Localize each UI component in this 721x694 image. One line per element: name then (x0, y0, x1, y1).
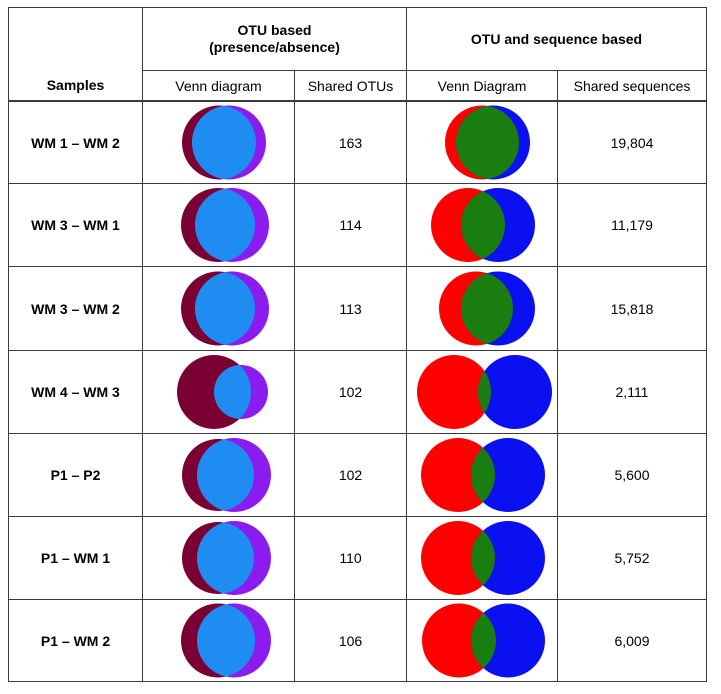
shared-otus-value: 113 (339, 300, 362, 317)
otu-venn-diagram (182, 105, 266, 180)
column-header-venn-diagram-seq: Venn Diagram (437, 77, 527, 94)
shared-otus-value: 102 (338, 384, 363, 400)
sample-pair-label: P1 – WM 2 (40, 632, 111, 649)
shared-otus-value: 106 (338, 632, 363, 649)
sample-pair-label: P1 – WM 1 (40, 550, 111, 566)
venn-overlap (214, 365, 251, 419)
shared-otus-value: 110 (339, 550, 362, 566)
row-divider (8, 433, 707, 434)
column-header-venn-diagram: Venn diagram (175, 77, 262, 94)
sequence-venn-diagram (445, 105, 530, 180)
otu-venn-diagram (182, 438, 271, 512)
sequence-venn-diagram (439, 271, 535, 346)
sample-pair-label: WM 4 – WM 3 (31, 384, 120, 400)
shared-sequences-value: 6,009 (614, 632, 650, 649)
sequence-venn-diagram (421, 438, 545, 512)
table-border-bottom (8, 681, 707, 682)
column-divider (294, 70, 295, 682)
otu-sequence-group-header: OTU and sequence based (470, 30, 643, 47)
row-divider (8, 350, 707, 351)
venn-overlap (471, 438, 495, 512)
sequence-venn-diagram (422, 603, 545, 678)
row-divider (8, 266, 707, 267)
column-divider (557, 70, 558, 682)
otu-venn-diagram (177, 355, 268, 429)
venn-overlap (456, 105, 519, 180)
otu-based-title: OTU based (237, 22, 312, 38)
table-border-right (706, 7, 707, 682)
header-divider (142, 70, 707, 71)
row-divider (8, 599, 707, 600)
venn-overlap (461, 188, 505, 262)
column-divider (142, 7, 143, 682)
venn-left-set (417, 355, 491, 429)
venn-overlap (461, 271, 513, 346)
shared-otus-value: 163 (338, 134, 363, 151)
column-divider (406, 7, 407, 682)
sequence-venn-diagram (421, 521, 545, 595)
venn-overlap (471, 521, 495, 595)
header-bottom-line (8, 100, 707, 102)
sample-pair-label: WM 3 – WM 2 (31, 300, 120, 317)
table-border-top (8, 7, 707, 8)
sample-pair-label: WM 1 – WM 2 (31, 134, 120, 151)
shared-sequences-value: 5,752 (614, 550, 650, 566)
sequence-venn-diagram (417, 355, 552, 429)
shared-otus-value: 102 (338, 467, 363, 483)
venn-right-set (478, 355, 552, 429)
otu-venn-diagram (182, 521, 271, 595)
row-divider (8, 516, 707, 517)
venn-overlap (471, 603, 496, 678)
shared-sequences-value: 19,804 (610, 134, 654, 151)
row-divider (8, 183, 707, 184)
column-header-samples: Samples (46, 77, 105, 93)
shared-sequences-value: 15,818 (610, 300, 654, 317)
table-border-left (8, 7, 9, 682)
shared-sequences-value: 2,111 (615, 384, 649, 400)
otu-venn-diagram (181, 188, 269, 262)
sample-pair-label: WM 3 – WM 1 (31, 217, 120, 233)
column-header-shared-sequences: Shared sequences (573, 77, 691, 94)
venn-overlap (192, 105, 256, 180)
column-header-shared-otus: Shared OTUs (307, 77, 394, 94)
otu-based-group-header: OTU based (presence/absence) (143, 8, 406, 70)
shared-otus-value: 114 (339, 217, 362, 233)
otu-based-subtitle: (presence/absence) (209, 39, 340, 55)
shared-sequences-value: 11,179 (611, 217, 653, 233)
otu-venn-diagram (181, 271, 269, 346)
sample-pair-label: P1 – P2 (50, 467, 101, 483)
otu-venn-diagram (181, 603, 271, 678)
otu-comparison-table: OTU based (presence/absence) OTU and seq… (8, 7, 707, 682)
shared-sequences-value: 5,600 (614, 467, 650, 483)
sequence-venn-diagram (431, 188, 535, 262)
